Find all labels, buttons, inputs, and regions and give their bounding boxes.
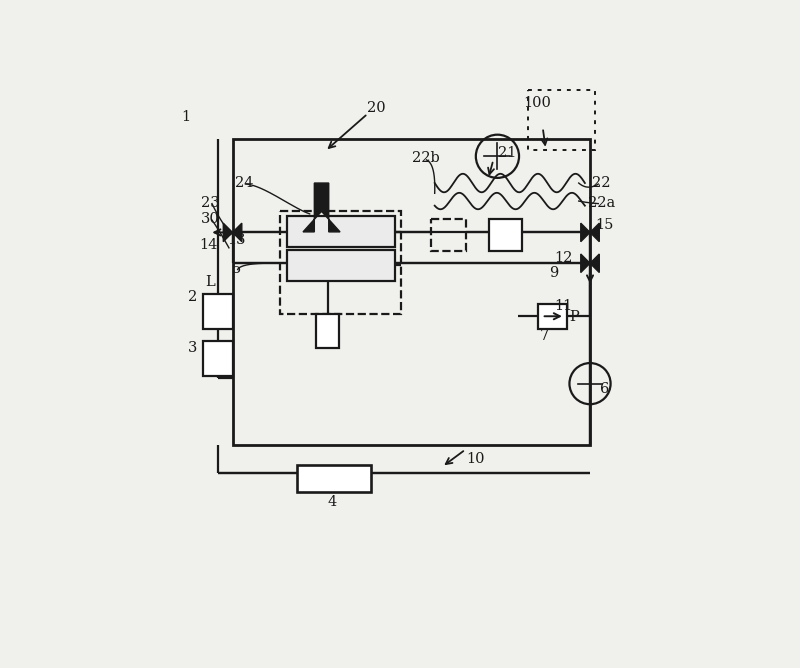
Text: 3: 3: [188, 341, 198, 355]
Text: 100: 100: [524, 96, 551, 110]
Polygon shape: [581, 223, 590, 242]
Bar: [316, 314, 339, 347]
Polygon shape: [590, 254, 599, 273]
Bar: [538, 304, 567, 329]
Bar: [233, 140, 590, 446]
Text: 22b: 22b: [411, 152, 439, 166]
Text: 11: 11: [554, 299, 573, 313]
Text: 5: 5: [232, 262, 242, 276]
Polygon shape: [590, 223, 599, 242]
Polygon shape: [233, 223, 242, 242]
Bar: [489, 219, 522, 251]
Text: P: P: [570, 310, 579, 324]
Text: 14: 14: [199, 238, 218, 252]
Text: 10: 10: [466, 452, 485, 466]
Text: 21: 21: [498, 146, 516, 160]
Bar: [286, 250, 394, 281]
Bar: [430, 219, 466, 251]
Bar: [203, 341, 233, 377]
Text: 7: 7: [540, 329, 550, 343]
Bar: [203, 294, 233, 329]
Text: 1: 1: [182, 110, 191, 124]
Polygon shape: [223, 223, 233, 242]
Text: 30: 30: [201, 212, 220, 226]
Text: 22: 22: [592, 176, 610, 190]
Text: 4: 4: [327, 495, 337, 509]
Text: 12: 12: [554, 250, 573, 265]
Bar: [297, 465, 371, 492]
Polygon shape: [303, 183, 340, 232]
Bar: [280, 211, 402, 314]
Polygon shape: [581, 254, 590, 273]
Text: L: L: [206, 275, 215, 289]
Text: 23: 23: [201, 196, 220, 210]
Text: 9: 9: [550, 266, 558, 280]
Text: 13: 13: [227, 232, 246, 246]
Text: 22a: 22a: [588, 196, 615, 210]
Text: 20: 20: [367, 102, 386, 116]
Text: 6: 6: [600, 382, 609, 395]
Text: 2: 2: [188, 290, 198, 304]
Bar: [286, 216, 394, 247]
Text: 24: 24: [235, 176, 254, 190]
Text: 15: 15: [595, 218, 614, 232]
Bar: [528, 90, 595, 150]
